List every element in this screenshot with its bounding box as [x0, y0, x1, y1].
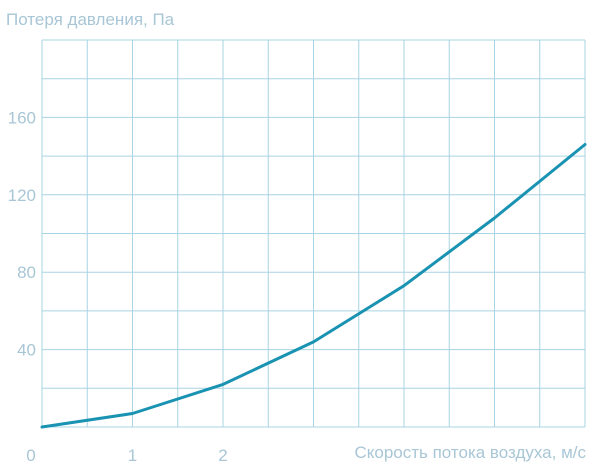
- x-axis-label: Скорость потока воздуха, м/с: [354, 443, 586, 462]
- y-tick-label: 40: [17, 341, 36, 360]
- y-axis-label: Потеря давления, Па: [6, 10, 175, 29]
- x-tick-label: 2: [218, 446, 227, 465]
- y-tick-label: 160: [8, 108, 36, 127]
- y-tick-label: 120: [8, 186, 36, 205]
- y-tick-label: 80: [17, 263, 36, 282]
- x-tick-label: 0: [26, 446, 35, 465]
- series-line: [40, 143, 587, 429]
- x-tick-label: 1: [128, 446, 137, 465]
